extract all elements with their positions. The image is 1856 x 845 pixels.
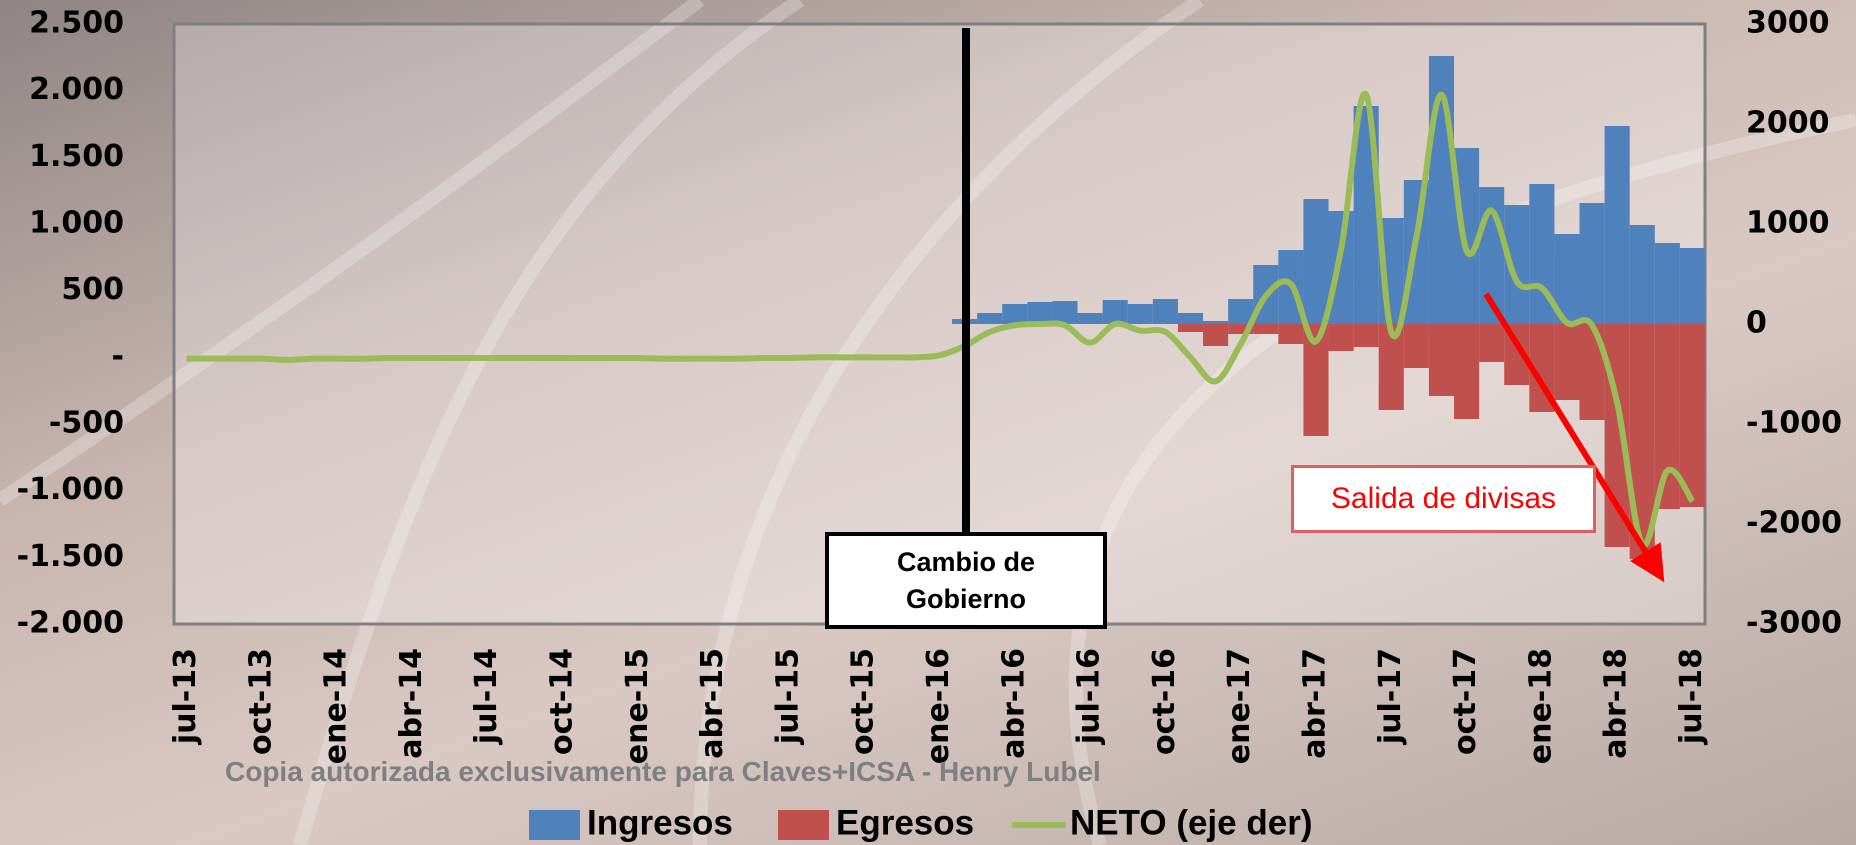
legend-label: NETO (eje der) xyxy=(1070,803,1312,842)
y-tick-label: 2.000 xyxy=(29,72,124,107)
bar xyxy=(1353,324,1379,347)
y-tick-label: 500 xyxy=(61,272,124,307)
x-tick-label: ene-14 xyxy=(319,648,354,764)
x-tick-label: abr-18 xyxy=(1599,648,1634,759)
x-tick-label: jul-15 xyxy=(770,648,805,745)
x-tick-label: oct-14 xyxy=(545,648,580,755)
x-tick-label: abr-14 xyxy=(394,648,429,759)
y-tick-label: -1.500 xyxy=(17,539,124,574)
x-tick-label: oct-13 xyxy=(243,648,278,755)
bar xyxy=(1278,324,1304,344)
bar xyxy=(1077,313,1103,324)
bar xyxy=(1228,299,1254,324)
bar xyxy=(1328,211,1354,324)
bar xyxy=(1554,324,1580,400)
bar xyxy=(977,313,1003,324)
x-tick-label: abr-16 xyxy=(996,648,1031,759)
y-tick-label: 2.500 xyxy=(29,6,124,41)
bar xyxy=(1052,301,1078,324)
x-tick-label: jul-17 xyxy=(1373,648,1408,745)
bar xyxy=(1253,324,1279,334)
bar xyxy=(1228,324,1254,334)
annotation-box: Cambio de Gobierno xyxy=(825,532,1107,629)
y-tick-label: -1.000 xyxy=(17,472,124,507)
legend-swatch xyxy=(778,810,829,840)
annotation-box: Salida de divisas xyxy=(1291,465,1596,533)
bar xyxy=(1479,324,1505,362)
legend-swatch xyxy=(529,810,580,840)
y2-tick-label: -1000 xyxy=(1746,406,1842,441)
y-tick-label: -500 xyxy=(49,406,124,441)
x-tick-label: oct-17 xyxy=(1448,648,1483,755)
bar xyxy=(1127,304,1153,324)
legend-label: Egresos xyxy=(836,803,974,842)
x-tick-label: abr-15 xyxy=(695,648,730,759)
bar xyxy=(1027,302,1053,324)
bar xyxy=(1403,324,1429,368)
bar xyxy=(1629,225,1655,324)
x-tick-label: ene-15 xyxy=(620,648,655,764)
x-tick-label: abr-17 xyxy=(1297,648,1332,759)
bar xyxy=(1152,299,1178,324)
y2-tick-label: -2000 xyxy=(1746,506,1842,541)
y2-tick-label: 2000 xyxy=(1746,106,1830,141)
x-tick-label: ene-16 xyxy=(921,648,956,764)
x-tick-label: jul-14 xyxy=(469,648,504,745)
bar xyxy=(1654,324,1680,509)
y2-tick-label: 1000 xyxy=(1746,206,1830,241)
y-tick-label: - xyxy=(112,339,124,374)
bar xyxy=(1428,324,1455,396)
bar xyxy=(1303,199,1329,324)
x-tick-label: jul-16 xyxy=(1072,648,1107,745)
bar xyxy=(1102,300,1128,324)
bar xyxy=(1454,324,1480,419)
y2-tick-label: 0 xyxy=(1746,306,1767,341)
y-tick-label: 1.500 xyxy=(29,139,124,174)
y2-tick-label: -3000 xyxy=(1746,606,1842,641)
line xyxy=(186,90,1695,549)
y-tick-label: 1.000 xyxy=(29,206,124,241)
bar xyxy=(1177,324,1204,332)
legend-label: Ingresos xyxy=(587,803,733,842)
arrow xyxy=(1483,292,1665,583)
bar xyxy=(1579,203,1605,324)
x-tick-label: jul-18 xyxy=(1674,648,1709,745)
bar xyxy=(1203,324,1229,346)
y-tick-label: -2.000 xyxy=(17,606,124,641)
bar xyxy=(1328,324,1354,351)
x-tick-label: jul-13 xyxy=(168,648,203,745)
bar xyxy=(1654,243,1680,324)
x-tick-label: oct-15 xyxy=(846,648,881,755)
bar xyxy=(1002,304,1028,324)
bar xyxy=(1177,313,1204,324)
x-tick-label: ene-18 xyxy=(1523,648,1558,764)
x-tick-label: ene-17 xyxy=(1222,648,1257,764)
bar xyxy=(1203,321,1229,324)
bar xyxy=(1428,56,1455,324)
bar xyxy=(1679,248,1705,324)
bar xyxy=(1679,324,1705,507)
bar xyxy=(1604,126,1630,324)
bar xyxy=(1378,324,1404,410)
y2-tick-label: 3000 xyxy=(1746,6,1830,41)
x-tick-label: oct-16 xyxy=(1147,648,1182,755)
watermark: Copia autorizada exclusivamente para Cla… xyxy=(225,756,1101,787)
